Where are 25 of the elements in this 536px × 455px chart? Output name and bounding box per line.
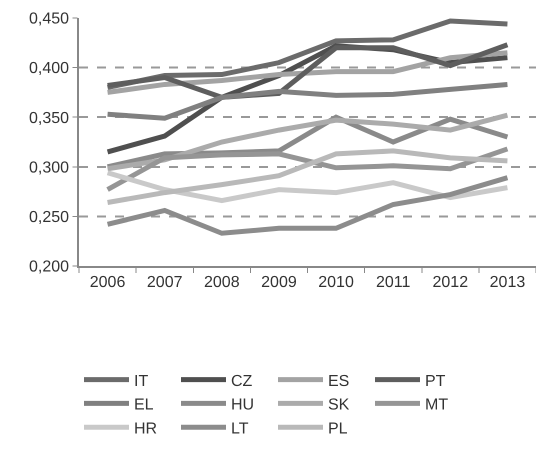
legend-label: LT <box>231 420 249 438</box>
legend-label: PL <box>328 420 348 438</box>
legend-label: HR <box>134 420 158 438</box>
y-tick-label: 0,300 <box>29 159 70 176</box>
legend-label: PT <box>425 372 446 390</box>
x-tick-label: 2011 <box>376 274 410 291</box>
legend-label: ES <box>328 372 350 390</box>
x-tick-label: 2009 <box>261 274 297 291</box>
y-tick-label: 0,400 <box>29 60 70 78</box>
y-tick-label: 0,350 <box>29 110 70 127</box>
y-tick-label: 0,250 <box>29 209 70 226</box>
x-tick-label: 2013 <box>490 274 526 291</box>
x-tick-label: 2006 <box>90 274 126 291</box>
legend-label: MT <box>425 396 448 414</box>
legend-label: SK <box>328 396 350 414</box>
x-tick-label: 2008 <box>204 274 240 291</box>
legend-label: IT <box>134 372 148 390</box>
y-tick-label: 0,450 <box>29 10 70 28</box>
x-tick-label: 2012 <box>432 274 468 291</box>
legend-label: EL <box>134 396 154 414</box>
y-tick-label: 0,200 <box>29 258 70 276</box>
x-tick-label: 2010 <box>318 274 354 291</box>
legend-label: CZ <box>231 372 253 390</box>
x-tick-label: 2007 <box>146 274 183 291</box>
legend-label: HU <box>231 396 254 414</box>
